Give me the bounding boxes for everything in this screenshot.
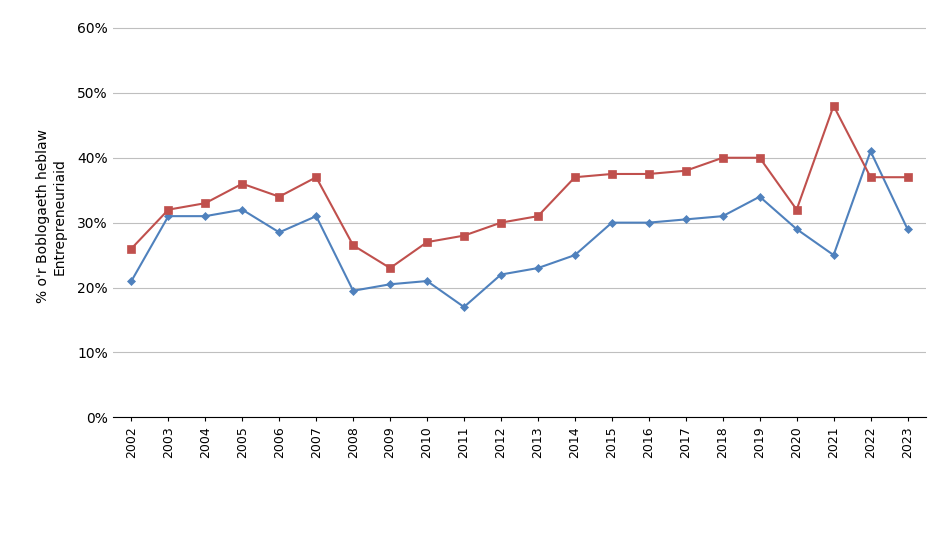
Y-axis label: % o'r Boblogaeth heblaw
Entrepreneuriaid: % o'r Boblogaeth heblaw Entrepreneuriaid <box>36 129 66 303</box>
